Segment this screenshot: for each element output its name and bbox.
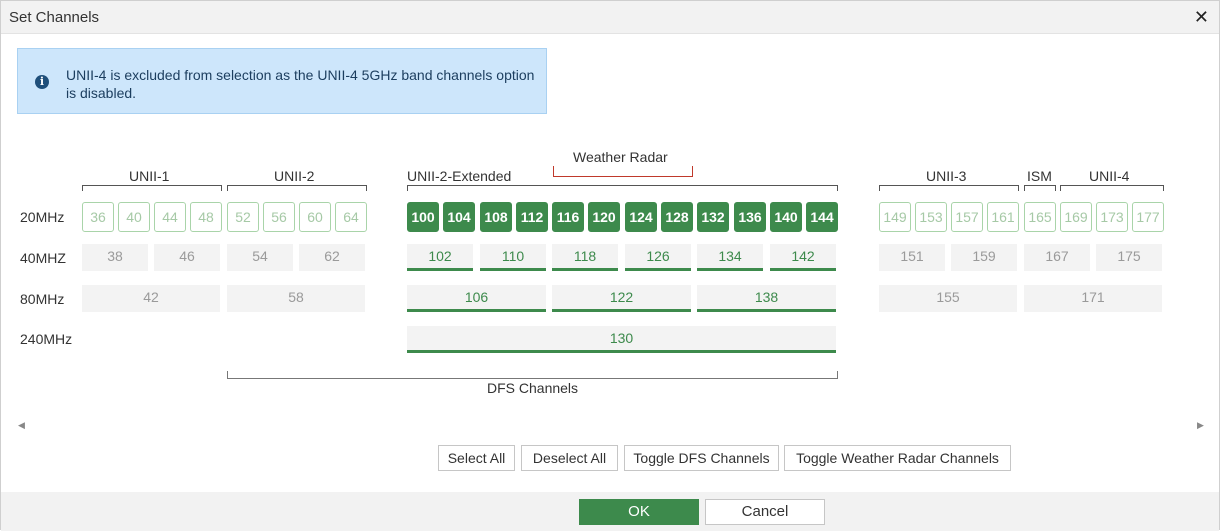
channel-20-52[interactable]: 52	[227, 202, 259, 232]
channel-20-36[interactable]: 36	[82, 202, 114, 232]
channel-240-130[interactable]: 130	[407, 326, 836, 353]
channel-40-62[interactable]: 62	[299, 244, 365, 271]
channel-80-138[interactable]: 138	[697, 285, 836, 312]
channel-80-106[interactable]: 106	[407, 285, 546, 312]
row-label-20mhz: 20MHz	[20, 209, 65, 225]
bracket-ism	[1024, 185, 1056, 191]
channel-20-44[interactable]: 44	[154, 202, 186, 232]
channel-40-175[interactable]: 175	[1096, 244, 1162, 271]
group-label-weather-radar: Weather Radar	[573, 149, 668, 165]
channel-20-177[interactable]: 177	[1132, 202, 1164, 232]
channel-40-142[interactable]: 142	[770, 244, 836, 271]
group-label-unii4: UNII-4	[1089, 168, 1130, 184]
bracket-weather-radar	[553, 166, 693, 177]
channel-20-161[interactable]: 161	[987, 202, 1019, 232]
channel-20-60[interactable]: 60	[299, 202, 331, 232]
channel-20-144[interactable]: 144	[806, 202, 838, 232]
channel-20-128[interactable]: 128	[661, 202, 693, 232]
row-label-80mhz: 80MHz	[20, 291, 65, 307]
channel-20-48[interactable]: 48	[190, 202, 222, 232]
group-label-ism: ISM	[1027, 168, 1052, 184]
bracket-unii3	[879, 185, 1019, 191]
channel-20-112[interactable]: 112	[516, 202, 548, 232]
channel-80-42[interactable]: 42	[82, 285, 220, 312]
channel-20-132[interactable]: 132	[697, 202, 729, 232]
scroll-right-icon[interactable]: ▶	[1197, 420, 1204, 430]
deselect-all-button[interactable]: Deselect All	[521, 445, 618, 471]
channel-20-104[interactable]: 104	[443, 202, 475, 232]
channel-80-58[interactable]: 58	[227, 285, 365, 312]
channel-20-40[interactable]: 40	[118, 202, 150, 232]
channel-40-134[interactable]: 134	[697, 244, 763, 271]
channel-80-171[interactable]: 171	[1024, 285, 1162, 312]
dialog-titlebar: Set Channels ✕	[1, 1, 1219, 34]
cancel-button[interactable]: Cancel	[705, 499, 825, 525]
channel-20-169[interactable]: 169	[1060, 202, 1092, 232]
bracket-unii2	[227, 185, 367, 191]
group-label-unii3: UNII-3	[926, 168, 967, 184]
channel-20-64[interactable]: 64	[335, 202, 367, 232]
channel-40-102[interactable]: 102	[407, 244, 473, 271]
info-banner: i UNII-4 is excluded from selection as t…	[17, 48, 547, 114]
select-all-button[interactable]: Select All	[438, 445, 515, 471]
channel-20-124[interactable]: 124	[625, 202, 657, 232]
channel-80-122[interactable]: 122	[552, 285, 691, 312]
close-icon[interactable]: ✕	[1193, 7, 1209, 27]
toggle-dfs-channels-button[interactable]: Toggle DFS Channels	[624, 445, 779, 471]
group-label-unii2-extended: UNII-2-Extended	[407, 168, 512, 184]
channel-40-167[interactable]: 167	[1024, 244, 1090, 271]
channel-20-136[interactable]: 136	[734, 202, 766, 232]
channel-20-173[interactable]: 173	[1096, 202, 1128, 232]
channel-40-118[interactable]: 118	[552, 244, 618, 271]
channel-40-46[interactable]: 46	[154, 244, 220, 271]
info-text: UNII-4 is excluded from selection as the…	[66, 67, 535, 101]
row-label-40mhz: 40MHZ	[20, 250, 66, 266]
ok-button[interactable]: OK	[579, 499, 699, 525]
channel-40-38[interactable]: 38	[82, 244, 148, 271]
channel-40-126[interactable]: 126	[625, 244, 691, 271]
row-label-240mhz: 240MHz	[20, 331, 73, 347]
toggle-weather-radar-channels-button[interactable]: Toggle Weather Radar Channels	[784, 445, 1011, 471]
channel-20-116[interactable]: 116	[552, 202, 584, 232]
channel-20-56[interactable]: 56	[263, 202, 295, 232]
channel-20-120[interactable]: 120	[588, 202, 620, 232]
channel-20-100[interactable]: 100	[407, 202, 439, 232]
channel-20-108[interactable]: 108	[480, 202, 512, 232]
channel-20-140[interactable]: 140	[770, 202, 802, 232]
bracket-unii4	[1060, 185, 1164, 191]
info-icon: i	[35, 75, 49, 89]
group-label-unii2: UNII-2	[274, 168, 315, 184]
scroll-left-icon[interactable]: ◀	[18, 420, 25, 430]
bracket-unii2-extended	[407, 185, 838, 191]
channel-40-159[interactable]: 159	[951, 244, 1017, 271]
channel-20-165[interactable]: 165	[1024, 202, 1056, 232]
channel-40-54[interactable]: 54	[227, 244, 293, 271]
channel-40-110[interactable]: 110	[480, 244, 546, 271]
dialog-title: Set Channels	[9, 9, 100, 26]
channel-80-155[interactable]: 155	[879, 285, 1017, 312]
channel-40-151[interactable]: 151	[879, 244, 945, 271]
channel-20-157[interactable]: 157	[951, 202, 983, 232]
bracket-dfs-channels	[227, 371, 838, 379]
channel-20-153[interactable]: 153	[915, 202, 947, 232]
group-label-unii1: UNII-1	[129, 168, 170, 184]
bracket-unii1	[82, 185, 222, 191]
group-label-dfs-channels: DFS Channels	[487, 380, 579, 396]
channel-20-149[interactable]: 149	[879, 202, 911, 232]
